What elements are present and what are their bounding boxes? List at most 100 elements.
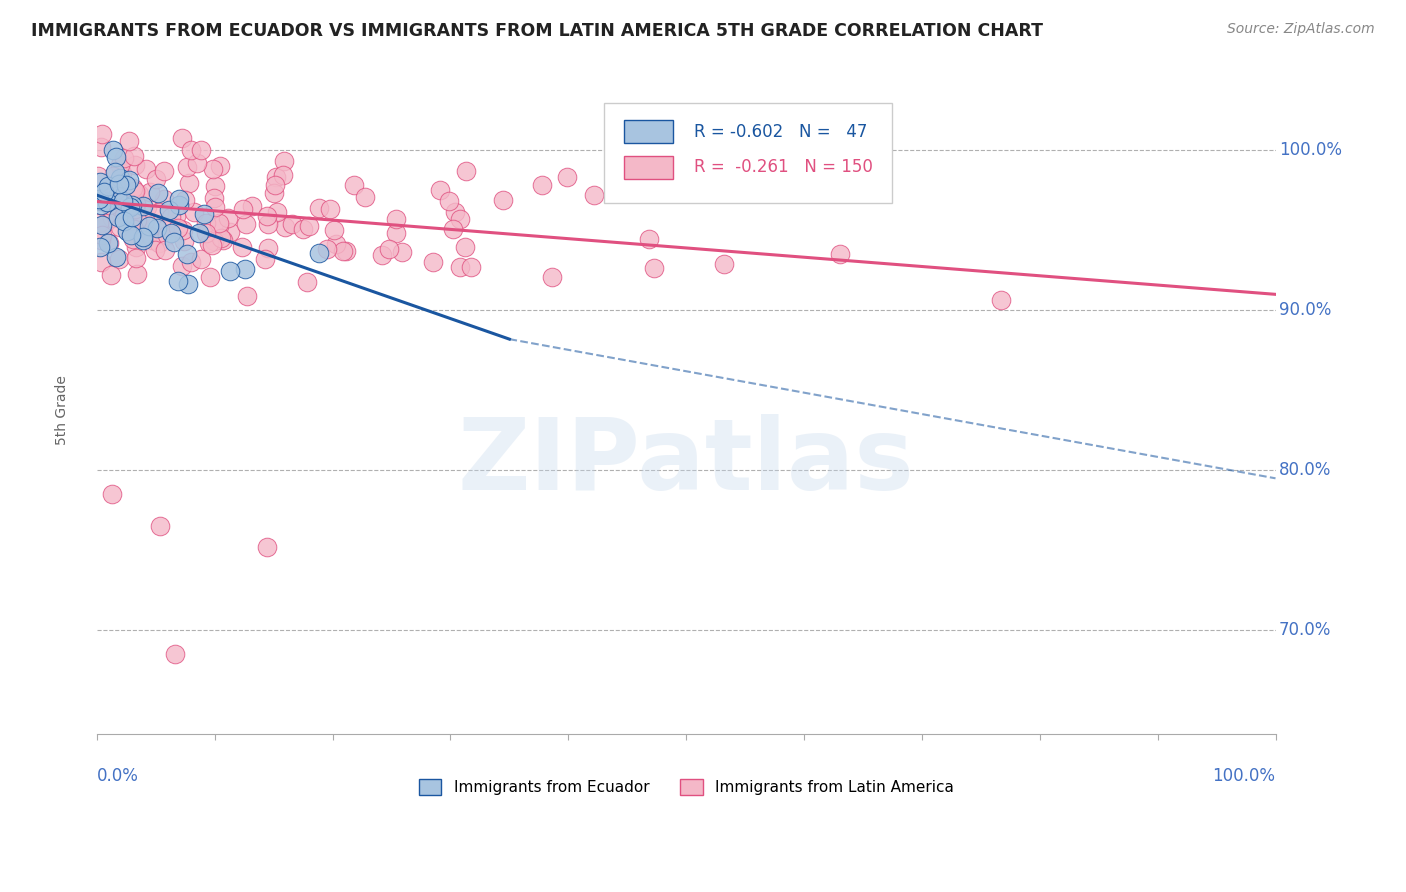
- Point: [323, 222, 346, 236]
- Point: [713, 257, 735, 271]
- Point: [217, 211, 239, 225]
- FancyBboxPatch shape: [603, 103, 893, 203]
- Point: [208, 159, 231, 173]
- Point: [273, 154, 295, 169]
- Text: IMMIGRANTS FROM ECUADOR VS IMMIGRANTS FROM LATIN AMERICA 5TH GRADE CORRELATION C: IMMIGRANTS FROM ECUADOR VS IMMIGRANTS FR…: [31, 22, 1043, 40]
- Point: [149, 519, 172, 533]
- Point: [235, 289, 257, 303]
- Point: [172, 260, 194, 274]
- Point: [146, 220, 169, 235]
- Point: [108, 171, 131, 186]
- Point: [165, 209, 187, 223]
- Point: [104, 150, 127, 164]
- Point: [90, 198, 112, 212]
- Point: [148, 205, 170, 219]
- Point: [643, 260, 665, 275]
- Point: [118, 134, 141, 148]
- Point: [90, 194, 112, 209]
- Point: [256, 540, 278, 554]
- Point: [235, 217, 257, 231]
- Point: [638, 232, 661, 246]
- Point: [141, 234, 163, 248]
- Point: [120, 228, 142, 243]
- Point: [208, 216, 231, 230]
- Point: [167, 220, 190, 235]
- Point: [163, 648, 186, 662]
- Point: [124, 202, 146, 216]
- Point: [190, 252, 212, 267]
- Point: [308, 202, 330, 216]
- Point: [264, 178, 287, 193]
- Point: [204, 179, 226, 194]
- Text: Source: ZipAtlas.com: Source: ZipAtlas.com: [1227, 22, 1375, 37]
- Point: [146, 186, 169, 201]
- Point: [343, 178, 366, 193]
- Point: [124, 184, 146, 198]
- Point: [169, 198, 191, 212]
- Point: [264, 170, 287, 185]
- Point: [108, 177, 131, 191]
- Point: [100, 211, 122, 226]
- Point: [219, 225, 242, 239]
- Point: [89, 186, 111, 201]
- Point: [353, 190, 375, 204]
- Point: [139, 185, 162, 199]
- Point: [87, 169, 110, 183]
- Point: [118, 173, 141, 187]
- Point: [97, 198, 120, 212]
- Point: [371, 248, 394, 262]
- Point: [156, 221, 179, 235]
- Point: [132, 233, 155, 247]
- Point: [444, 205, 467, 219]
- Point: [132, 230, 155, 244]
- Point: [121, 210, 143, 224]
- Point: [582, 187, 605, 202]
- Point: [89, 175, 111, 189]
- Point: [100, 268, 122, 283]
- Point: [167, 274, 190, 288]
- Point: [129, 210, 152, 224]
- Text: 100.0%: 100.0%: [1279, 141, 1343, 160]
- Point: [200, 238, 222, 252]
- Point: [990, 293, 1012, 307]
- Point: [176, 247, 198, 261]
- Point: [160, 210, 183, 224]
- Point: [96, 181, 118, 195]
- Legend: Immigrants from Ecuador, Immigrants from Latin America: Immigrants from Ecuador, Immigrants from…: [412, 773, 960, 801]
- Point: [89, 240, 111, 254]
- Point: [110, 166, 132, 180]
- Point: [115, 224, 138, 238]
- Point: [231, 240, 253, 254]
- Point: [177, 277, 200, 291]
- Point: [89, 191, 111, 205]
- Point: [156, 227, 179, 242]
- Point: [332, 244, 354, 258]
- Point: [107, 210, 129, 224]
- Point: [274, 220, 297, 235]
- Point: [456, 164, 478, 178]
- Point: [97, 235, 120, 250]
- Point: [318, 202, 340, 217]
- Point: [212, 234, 235, 248]
- Point: [93, 185, 115, 199]
- Point: [153, 243, 176, 257]
- Point: [127, 267, 149, 281]
- Point: [385, 226, 408, 240]
- Point: [298, 219, 321, 233]
- Point: [172, 130, 194, 145]
- Point: [121, 198, 143, 212]
- Point: [105, 189, 128, 203]
- Point: [94, 216, 117, 230]
- Point: [111, 194, 134, 209]
- Point: [384, 211, 406, 226]
- Point: [254, 252, 277, 266]
- Point: [125, 212, 148, 227]
- Point: [108, 158, 131, 172]
- Point: [108, 201, 131, 215]
- Point: [97, 178, 120, 193]
- Point: [90, 128, 112, 142]
- Point: [125, 240, 148, 254]
- Point: [122, 184, 145, 198]
- Point: [218, 263, 240, 277]
- Point: [90, 140, 112, 154]
